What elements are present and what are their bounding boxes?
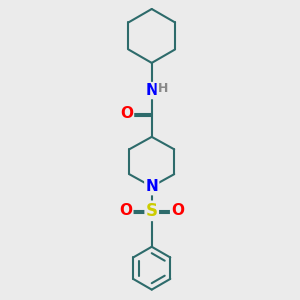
Text: O: O — [119, 203, 132, 218]
Text: S: S — [146, 202, 158, 220]
Text: N: N — [146, 179, 158, 194]
Text: N: N — [146, 83, 158, 98]
Text: O: O — [171, 203, 184, 218]
Text: H: H — [158, 82, 168, 95]
Text: O: O — [120, 106, 133, 121]
